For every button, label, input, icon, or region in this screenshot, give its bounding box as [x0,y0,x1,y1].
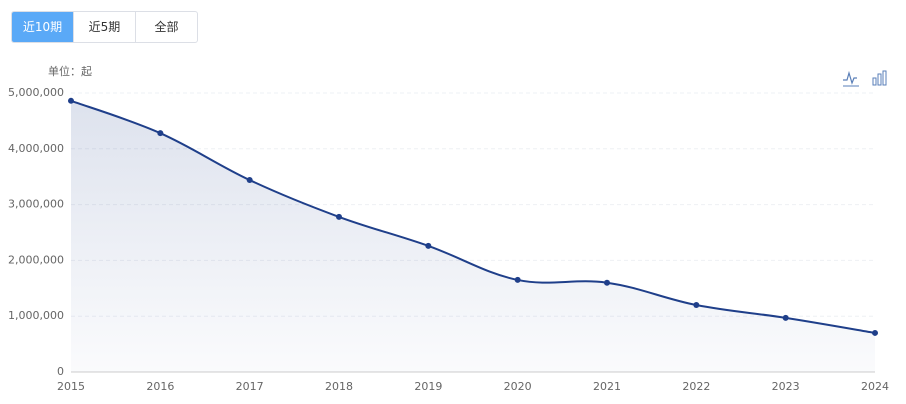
point [68,97,74,104]
x-tick-label: 2015 [57,380,85,393]
line [70,99,876,334]
point [425,242,432,249]
point [336,213,342,220]
x-tick-label: 2016 [146,380,174,393]
y-tick-label: 3,000,000 [8,198,64,211]
unit-label: 单位：起 [48,64,92,78]
x-tick-label: 2020 [504,380,532,393]
point [514,276,521,283]
point [246,177,253,184]
x-tick-label: 2024 [861,380,889,393]
x-tick-label: 2021 [593,380,621,393]
point [693,302,700,309]
y-tick-label: 4,000,000 [8,142,64,155]
bar-toggle-icon[interactable] [870,68,890,88]
y-tick-label: 0 [57,365,64,378]
x-tick-label: 2022 [682,380,710,393]
tab-group: 近10期 近5期 全部 [11,11,198,43]
x-tick-label: 2023 [772,380,800,393]
y-tick-label: 5,000,000 [8,86,64,99]
tab[interactable]: 近5期 [73,12,135,42]
y-tick-label: 2,000,000 [8,253,64,266]
point [157,130,164,137]
tab[interactable]: 近10期 [12,12,73,42]
point [872,329,878,336]
point [782,314,789,321]
area [71,100,875,372]
x-tick-label: 2017 [236,380,264,393]
x-tick-label: 2019 [414,380,442,393]
x-tick-label: 2018 [325,380,353,393]
tab[interactable]: 全部 [135,12,197,42]
line-toggle-icon[interactable] [840,68,860,88]
y-tick-label: 1,000,000 [8,309,64,322]
point [604,279,610,286]
